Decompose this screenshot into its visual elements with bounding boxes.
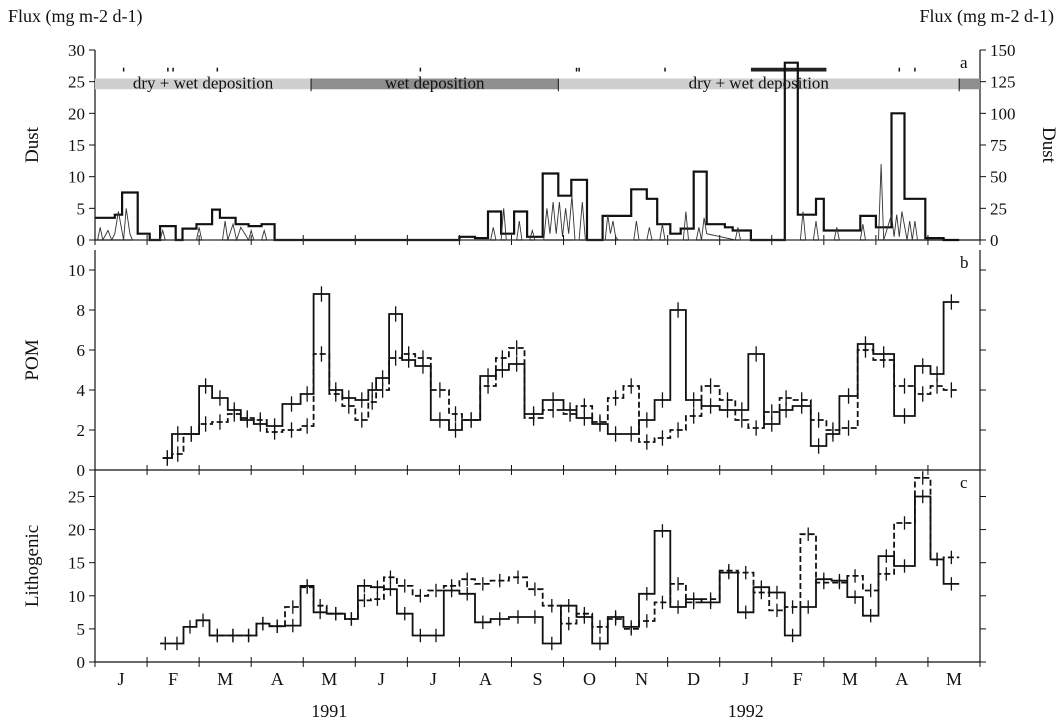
dust-series-spikes [97, 163, 918, 242]
month-label: S [532, 669, 542, 689]
month-label: M [842, 669, 858, 689]
y-right-tick-label: 0 [990, 231, 999, 250]
month-label: M [946, 669, 962, 689]
year-label: 1992 [728, 701, 764, 721]
y-tick-label: 6 [77, 341, 86, 360]
y-tick-label: 4 [77, 381, 86, 400]
y-tick-label: 0 [77, 461, 86, 480]
panel-letter: b [960, 253, 969, 272]
month-label: M [321, 669, 337, 689]
y-axis-label: POM [22, 339, 43, 380]
y-tick-label: 25 [68, 487, 85, 506]
month-label: A [895, 669, 908, 689]
y-tick-label: 0 [77, 231, 86, 250]
month-label: F [168, 669, 178, 689]
y-tick-label: 5 [77, 199, 86, 218]
y-tick-label: 5 [77, 620, 86, 639]
sampling-bar [750, 67, 827, 72]
deposition-band [558, 78, 960, 90]
y-right-tick-label: 25 [990, 199, 1007, 218]
month-label: J [430, 669, 437, 689]
series-solid [162, 293, 960, 459]
y-right-tick-label: 50 [990, 168, 1007, 187]
panel-a-dust: 0 5 10 15 20 25 30 Dust a 0 25 50 75 100 125 150 Dust dry… [22, 41, 1059, 250]
y-right-axis-label: Dust [1038, 127, 1059, 164]
deposition-band [311, 78, 559, 90]
y-right-tick-label: 150 [990, 41, 1016, 60]
y-axis-label: Lithogenic [22, 525, 43, 607]
series-solid [160, 495, 960, 645]
deposition-band-label: dry + wet deposition [689, 73, 830, 92]
deposition-band-label: dry + wet deposition [133, 73, 274, 92]
panel-letter: a [960, 53, 968, 72]
month-label: D [687, 669, 700, 689]
deposition-band-label: wet deposition [385, 73, 485, 92]
y-right-tick-label: 100 [990, 104, 1016, 123]
y-tick-label: 30 [68, 41, 85, 60]
month-label: A [479, 669, 492, 689]
month-label: N [635, 669, 648, 689]
y-right-tick-label: 75 [990, 136, 1007, 155]
y-tick-label: 10 [68, 168, 85, 187]
panel-c-lithogenic: 0 5 10 15 20 25 Lithogenic c [22, 470, 986, 672]
month-label: O [583, 669, 596, 689]
y-tick-label: 0 [77, 653, 86, 672]
y-tick-label: 10 [68, 261, 85, 280]
year-label: 1991 [311, 701, 347, 721]
y-tick-label: 2 [77, 421, 86, 440]
y-tick-label: 10 [68, 587, 85, 606]
month-label: M [217, 669, 233, 689]
month-label: J [118, 669, 125, 689]
series-dashed [209, 477, 960, 637]
dust-series-step [95, 61, 960, 242]
month-label: J [378, 669, 385, 689]
month-label: F [793, 669, 803, 689]
y-tick-label: 25 [68, 73, 85, 92]
month-label: J [742, 669, 749, 689]
y-tick-label: 15 [68, 554, 85, 573]
y-tick-label: 20 [68, 521, 85, 540]
y-tick-label: 8 [77, 301, 86, 320]
y-tick-label: 20 [68, 104, 85, 123]
flux-unit-label-left: Flux (mg m-2 d-1) [8, 6, 143, 27]
deposition-band [959, 78, 980, 90]
deposition-band [95, 78, 312, 90]
y-right-tick-label: 125 [990, 73, 1016, 92]
y-axis-label: Dust [22, 126, 43, 163]
flux-unit-label-right: Flux (mg m-2 d-1) [920, 6, 1055, 27]
panel-letter: c [960, 473, 968, 492]
month-axis: J F M A M J J A S O N D J F M A M 1991 1992 [118, 669, 962, 721]
panel-b-pom: 0 2 4 6 8 10 POM b [22, 250, 986, 480]
y-tick-label: 15 [68, 136, 85, 155]
month-label: A [271, 669, 284, 689]
chart-labels: Flux (mg m-2 d-1) Flux (mg m-2 d-1) [8, 6, 1054, 27]
